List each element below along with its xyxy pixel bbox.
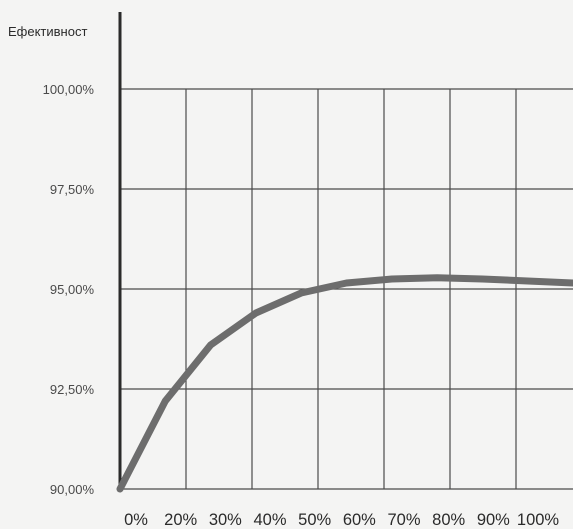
x-tick-label: 50% [298, 511, 331, 529]
x-tick-label: 40% [253, 511, 286, 529]
x-tick-label: 0% [124, 511, 148, 529]
x-tick-label: 80% [432, 511, 465, 529]
y-tick-label: 92,50% [50, 382, 95, 397]
y-tick-label: 95,00% [50, 282, 95, 297]
x-tick-label: 30% [209, 511, 242, 529]
y-tick-label: 90,00% [50, 482, 95, 497]
x-tick-label: 20% [164, 511, 197, 529]
y-axis-title: Ефективност [8, 24, 87, 39]
efficiency-series-line [116, 274, 573, 493]
x-tick-label: 70% [387, 511, 420, 529]
x-tick-label: 90% [477, 511, 510, 529]
x-tick-label: 100% [517, 511, 560, 529]
x-tick-label: 60% [343, 511, 376, 529]
y-tick-label: 100,00% [43, 82, 95, 97]
y-tick-label: 97,50% [50, 182, 95, 197]
